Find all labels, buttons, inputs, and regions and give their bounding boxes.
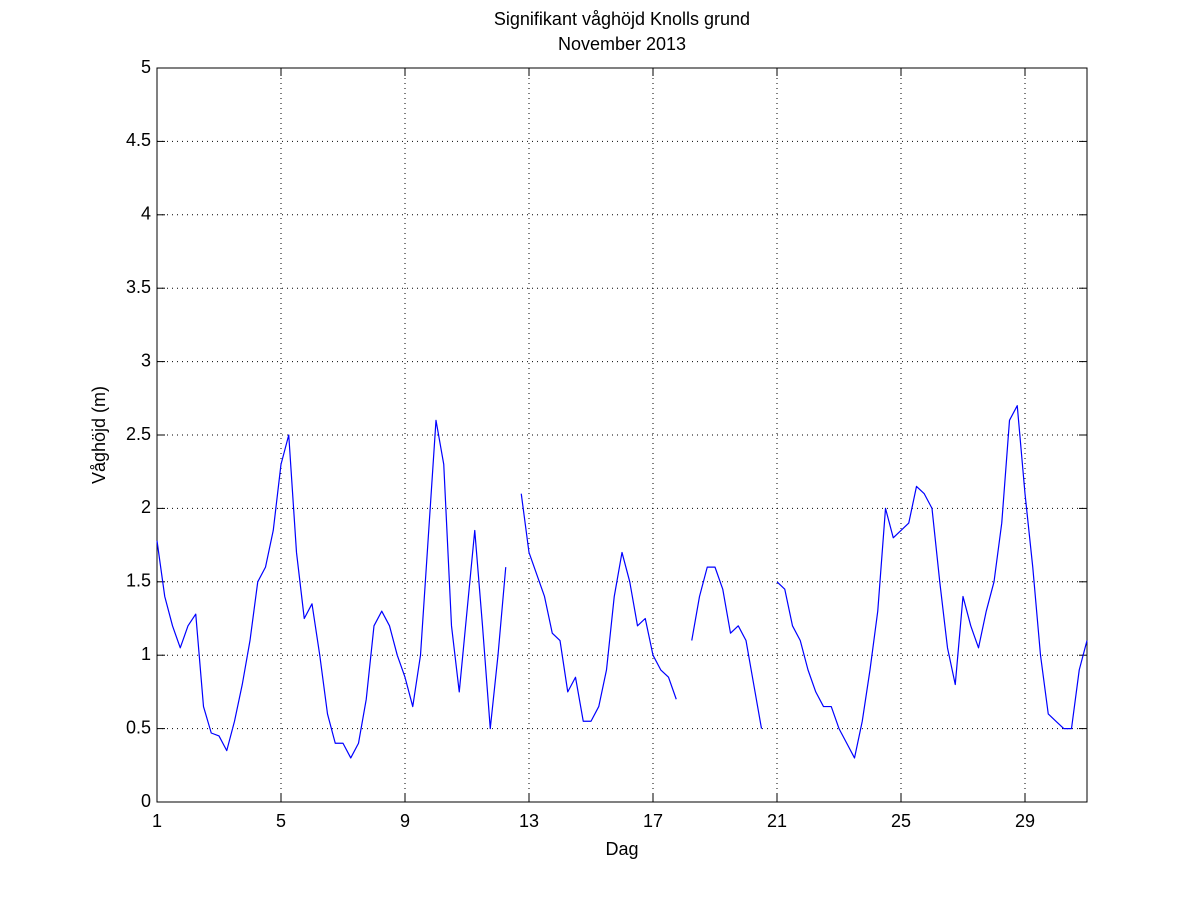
- y-tick-label: 4.5: [126, 130, 151, 150]
- x-tick-label: 5: [276, 811, 286, 831]
- x-tick-label: 25: [891, 811, 911, 831]
- chart-subtitle: November 2013: [558, 34, 686, 54]
- y-tick-label: 3.5: [126, 277, 151, 297]
- y-tick-label: 0: [141, 791, 151, 811]
- y-tick-label: 0.5: [126, 717, 151, 737]
- data-line: [156, 405, 1088, 759]
- plot-frame: [156, 67, 1088, 803]
- x-tick-label: 21: [767, 811, 787, 831]
- y-tick-label: 2: [141, 497, 151, 517]
- x-tick-label: 9: [400, 811, 410, 831]
- y-tick-label: 1.5: [126, 571, 151, 591]
- y-axis-label: Våghöjd (m): [89, 386, 109, 484]
- y-tick-label: 2.5: [126, 424, 151, 444]
- y-tick-label: 1: [141, 644, 151, 664]
- x-tick-label: 29: [1015, 811, 1035, 831]
- x-tick-label: 1: [152, 811, 162, 831]
- x-tick-label: 17: [643, 811, 663, 831]
- y-tick-label: 3: [141, 350, 151, 370]
- x-tick-label: 13: [519, 811, 539, 831]
- y-tick-label: 5: [141, 57, 151, 77]
- chart-title: Signifikant våghöjd Knolls grund: [494, 9, 750, 29]
- x-axis-label: Dag: [605, 839, 638, 859]
- y-tick-label: 4: [141, 204, 151, 224]
